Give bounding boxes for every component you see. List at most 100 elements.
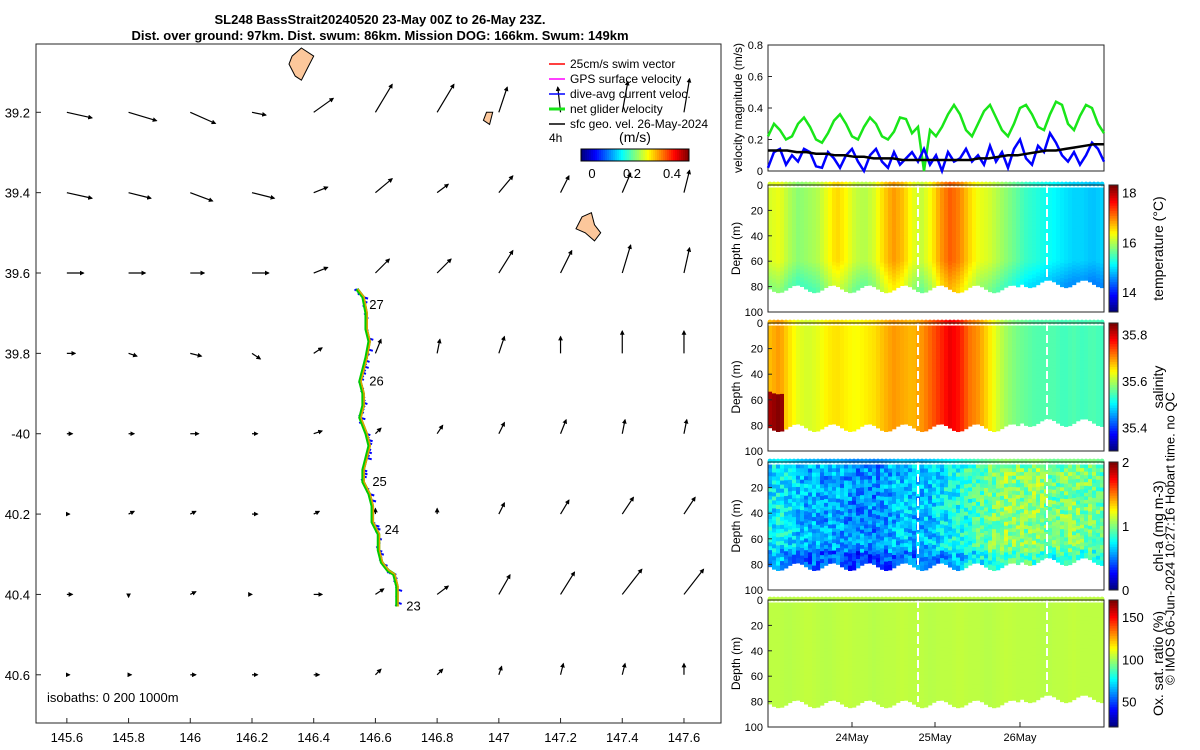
heatmap-cell: [1036, 359, 1041, 365]
heatmap-cell: [872, 274, 877, 280]
heatmap-cell: [932, 340, 937, 347]
heatmap-cell: [880, 254, 885, 261]
y-tick-label: 39.2: [5, 105, 30, 120]
heatmap-cell: [944, 416, 949, 423]
heatmap-cell: [988, 345, 993, 351]
heatmap-cell: [876, 191, 881, 197]
heatmap-cell: [888, 287, 893, 293]
heatmap-cell: [896, 236, 901, 243]
heatmap-cell: [860, 210, 865, 216]
heatmap-cell: [1044, 215, 1049, 222]
current-vector: [66, 111, 93, 120]
heatmap-cell: [1028, 229, 1033, 235]
heatmap-cell: [880, 393, 885, 399]
heatmap-cell: [988, 357, 993, 363]
heatmap-cell: [952, 278, 957, 285]
heatmap-cell: [976, 370, 981, 376]
heatmap-cell: [956, 390, 961, 396]
heatmap-cell: [884, 374, 889, 380]
heatmap-cell: [996, 325, 1001, 331]
heatmap-cell: [852, 251, 857, 257]
heatmap-cell: [996, 243, 1001, 249]
heatmap-cell: [928, 372, 933, 379]
heatmap-cell: [872, 344, 877, 350]
heatmap-cell: [976, 389, 981, 395]
heatmap-cell: [1020, 198, 1025, 204]
heatmap-cell: [1016, 390, 1021, 396]
heatmap-cell: [876, 337, 881, 343]
heatmap-cell: [768, 391, 773, 398]
heatmap-cell: [1064, 325, 1069, 331]
colorbar-tick-label: 16: [1122, 235, 1136, 250]
heatmap-cell: [944, 274, 949, 280]
heatmap-cell: [1028, 352, 1033, 358]
heatmap-cell: [832, 377, 837, 384]
heatmap-cell: [972, 408, 977, 414]
heatmap-cell: [992, 365, 997, 372]
heatmap-cell: [944, 401, 949, 407]
heatmap-cell: [796, 370, 801, 376]
heatmap-cell: [1008, 213, 1013, 219]
heatmap-cell: [856, 207, 861, 213]
heatmap-cell: [944, 270, 949, 276]
heatmap-cell: [940, 329, 945, 335]
heatmap-cell: [984, 245, 989, 252]
heatmap-cell: [808, 266, 813, 273]
heatmap-cell: [1004, 405, 1009, 412]
heatmap-cell: [992, 361, 997, 368]
heatmap-cell: [996, 329, 1001, 335]
heatmap-cell: [872, 382, 877, 388]
heatmap-cell: [836, 344, 841, 350]
heatmap-cell: [880, 258, 885, 265]
heatmap-cell: [976, 359, 981, 365]
legend-colorbar-cell: [605, 149, 608, 161]
heatmap-cell: [996, 337, 1001, 343]
heatmap-cell: [804, 233, 809, 240]
heatmap-cell: [820, 360, 825, 367]
heatmap-cell: [920, 406, 925, 412]
heatmap-cell: [1060, 277, 1065, 284]
heatmap-cell: [1016, 225, 1021, 231]
heatmap-cell: [1004, 390, 1009, 396]
heatmap-cell: [1072, 250, 1077, 256]
heatmap-cell: [844, 369, 849, 375]
y-tick-label: 39.8: [5, 346, 30, 361]
heatmap-cell: [1056, 268, 1061, 274]
heatmap-cell: [784, 388, 789, 395]
heatmap-cell: [904, 333, 909, 339]
heatmap-cell: [816, 373, 821, 380]
heatmap-cell: [1000, 214, 1005, 221]
heatmap-cell: [1036, 340, 1041, 346]
heatmap-cell: [1016, 251, 1021, 258]
heatmap-cell: [1008, 404, 1013, 410]
heatmap-cell: [776, 325, 781, 331]
heatmap-cell: [840, 195, 845, 201]
heatmap-cell: [1040, 394, 1045, 400]
heatmap-cell: [1028, 383, 1033, 389]
heatmap-cell: [932, 221, 937, 228]
heatmap-cell: [940, 206, 945, 212]
heatmap-cell: [932, 325, 937, 331]
heatmap-cell: [1068, 187, 1073, 193]
heatmap-cell: [956, 337, 961, 344]
heatmap-cell: [988, 199, 993, 205]
heatmap-cell: [952, 282, 957, 289]
heatmap-cell: [984, 268, 989, 275]
heatmap-cell: [932, 371, 937, 377]
heatmap-cell: [804, 391, 809, 398]
heatmap-cell: [776, 207, 781, 213]
heatmap-cell: [792, 389, 797, 395]
heatmap-cell: [968, 270, 973, 277]
heatmap-cell: [1068, 390, 1073, 396]
heatmap-cell: [852, 426, 857, 432]
heatmap-cell: [936, 217, 941, 223]
current-vector: [128, 352, 138, 358]
heatmap-cell: [872, 371, 877, 377]
heatmap-cell: [1020, 260, 1025, 267]
heatmap-cell: [776, 255, 781, 262]
heatmap-cell: [896, 417, 901, 423]
heatmap-cell: [932, 382, 937, 389]
heatmap-cell: [1012, 377, 1017, 384]
heatmap-cell: [904, 404, 909, 410]
heatmap-cell: [1064, 202, 1069, 209]
